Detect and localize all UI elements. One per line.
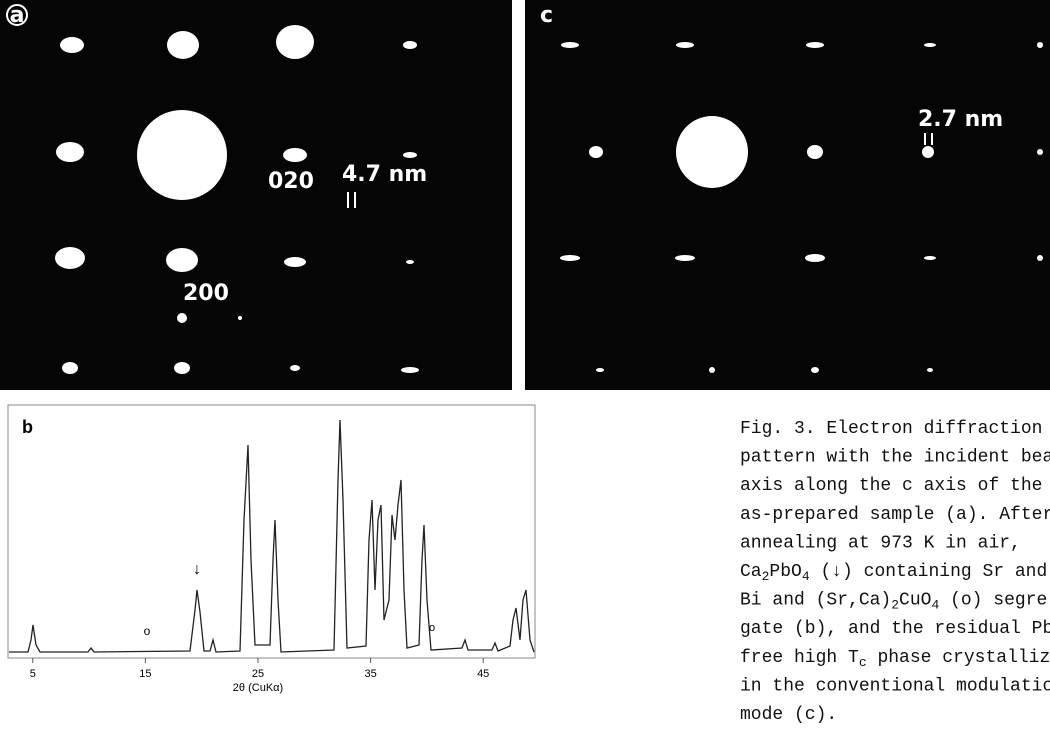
subscript: 4	[931, 598, 939, 613]
subscript: c	[859, 655, 867, 670]
x-axis-label: 2θ (CuKα)	[233, 682, 283, 694]
caption-line: annealing at 973 K in air,	[740, 533, 1021, 553]
panel-c	[525, 0, 1050, 390]
arrows	[924, 133, 933, 145]
caption-text: as-prepared sample (a). After	[740, 505, 1050, 525]
caption-text: (↓) containing Sr and	[810, 562, 1048, 582]
panel-label: a	[10, 3, 25, 28]
x-tick-label: 25	[252, 668, 264, 680]
panel-label: c	[540, 3, 553, 28]
caption-text: free high T	[740, 648, 859, 668]
caption-text: (o) segre	[939, 590, 1047, 610]
spots-c	[560, 42, 1043, 373]
subscript: 2	[762, 569, 770, 584]
xrd-trace	[9, 419, 535, 653]
marker: o	[429, 622, 435, 634]
caption-text: annealing at 973 K in air,	[740, 533, 1021, 553]
caption-line: in the conventional modulatio	[740, 676, 1050, 696]
spacing-label: 4.7 nm	[342, 162, 427, 187]
subscript: 2	[891, 598, 899, 613]
miller-index: 020	[268, 169, 314, 194]
marker: o	[144, 624, 151, 638]
caption-text: Fig. 3. Electron diffraction	[740, 419, 1042, 439]
caption-text: gate (b), and the residual Pb-	[740, 619, 1050, 639]
caption-line: gate (b), and the residual Pb-	[740, 619, 1050, 639]
caption-text: axis along the c axis of the	[740, 476, 1042, 496]
panel-a	[0, 0, 512, 390]
caption-line: pattern with the incident bea	[740, 447, 1050, 467]
caption-text: CuO	[899, 590, 931, 610]
caption-line: free high Tc phase crystallize	[740, 648, 1050, 671]
caption: Fig. 3. Electron diffraction pattern with…	[740, 419, 1050, 725]
panel-label: b	[22, 417, 33, 437]
miller-index: 200	[183, 281, 229, 306]
x-axis: 5 15 25 35 45	[30, 658, 489, 680]
spots-a	[55, 25, 419, 374]
caption-line: as-prepared sample (a). After	[740, 505, 1050, 525]
caption-text: in the conventional modulatio	[740, 676, 1050, 696]
caption-line: axis along the c axis of the	[740, 476, 1042, 496]
x-tick-label: 5	[30, 668, 36, 680]
caption-text: Bi and (Sr,Ca)	[740, 590, 891, 610]
caption-line: Fig. 3. Electron diffraction	[740, 419, 1042, 439]
caption-line: Ca2PbO4 (↓) containing Sr and	[740, 562, 1047, 585]
spacing-label: 2.7 nm	[918, 107, 1003, 132]
x-tick-label: 35	[364, 668, 376, 680]
label-ring	[6, 4, 28, 26]
x-tick-label: 45	[477, 668, 489, 680]
subscript: 4	[802, 569, 810, 584]
caption-text: phase crystallize	[867, 648, 1050, 668]
caption-text: PbO	[769, 562, 801, 582]
caption-text: Ca	[740, 562, 762, 582]
caption-text: mode (c).	[740, 705, 837, 725]
caption-line: mode (c).	[740, 705, 837, 725]
arrows	[347, 192, 356, 208]
caption-text: pattern with the incident bea	[740, 447, 1050, 467]
x-tick-label: 15	[139, 668, 151, 680]
caption-line: Bi and (Sr,Ca)2CuO4 (o) segre	[740, 590, 1047, 613]
marker: ↓	[193, 561, 201, 578]
